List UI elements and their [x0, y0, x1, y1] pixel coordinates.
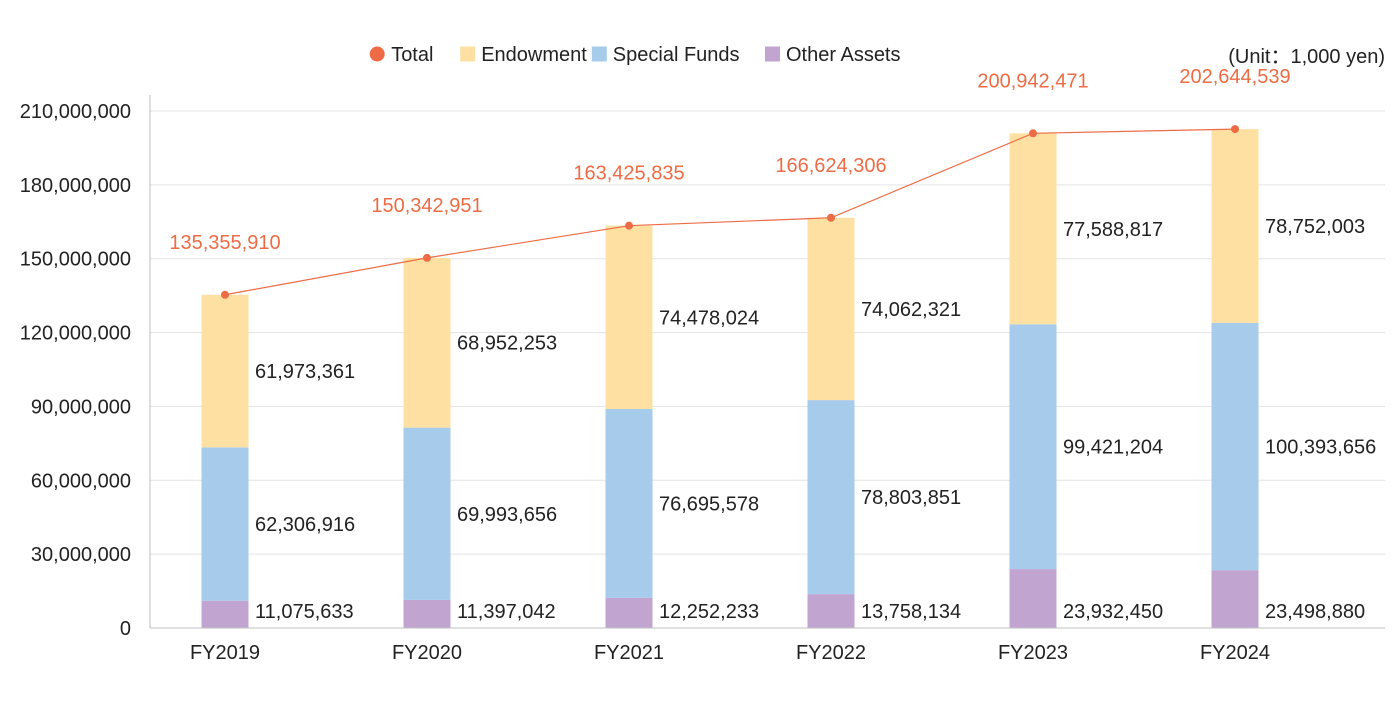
- total-point: [1231, 125, 1239, 134]
- data-labels: 11,075,633 62,306,916 61,973,361 11,397,042…: [169, 66, 1376, 623]
- bar-endowment: [807, 217, 855, 401]
- data-label-special-funds: 76,695,578: [659, 493, 759, 515]
- bars: [201, 129, 1259, 628]
- total-point: [423, 253, 431, 262]
- legend-label-total: Total: [391, 44, 433, 66]
- y-tick-label: 120,000,000: [20, 323, 131, 345]
- bar-other-assets: [403, 599, 451, 628]
- total-point: [827, 213, 835, 222]
- total-label: 200,942,471: [977, 70, 1088, 92]
- legend-marker-endowment: [460, 46, 476, 62]
- y-tick-label: 30,000,000: [31, 544, 131, 566]
- data-label-special-funds: 69,993,656: [457, 504, 557, 526]
- y-tick-label: 90,000,000: [31, 396, 131, 418]
- data-label-other-assets: 11,075,633: [255, 601, 354, 623]
- data-label-other-assets: 23,498,880: [1265, 601, 1365, 623]
- legend-label-endowment: Endowment: [481, 44, 587, 66]
- bar-special-funds: [1009, 324, 1057, 570]
- data-label-other-assets: 12,252,233: [659, 601, 759, 623]
- bar-other-assets: [1211, 570, 1259, 628]
- x-tick-label: FY2022: [796, 642, 866, 664]
- y-tick-label: 210,000,000: [20, 101, 131, 123]
- bar-endowment: [1211, 129, 1259, 323]
- total-line: [221, 125, 1239, 299]
- bar-endowment: [1009, 133, 1057, 325]
- legend-marker-total: [369, 46, 385, 62]
- data-label-other-assets: 11,397,042: [457, 601, 556, 623]
- x-tick-label: FY2019: [190, 642, 260, 664]
- x-tick-label: FY2020: [392, 642, 462, 664]
- data-label-endowment: 77,588,817: [1063, 219, 1163, 241]
- legend-marker-special-funds: [591, 46, 607, 62]
- data-label-special-funds: 78,803,851: [861, 487, 961, 509]
- data-label-special-funds: 99,421,204: [1063, 437, 1163, 459]
- bar-special-funds: [1211, 322, 1259, 571]
- total-label: 202,644,539: [1179, 66, 1290, 88]
- legend: Total Endowment Special Funds Other Assets: [369, 44, 901, 66]
- gridlines: [150, 110, 1385, 555]
- total-point: [625, 221, 633, 230]
- data-label-special-funds: 100,393,656: [1265, 437, 1376, 459]
- data-label-endowment: 74,062,321: [861, 299, 961, 321]
- bar-endowment: [201, 294, 249, 448]
- total-label: 150,342,951: [371, 195, 482, 217]
- bar-special-funds: [403, 427, 451, 600]
- bar-other-assets: [807, 594, 855, 628]
- x-tick-label: FY2023: [998, 642, 1068, 664]
- data-label-endowment: 78,752,003: [1265, 216, 1365, 238]
- bar-other-assets: [605, 597, 653, 628]
- total-label: 166,624,306: [775, 155, 886, 177]
- y-tick-label: 0: [120, 618, 131, 640]
- y-tick-label: 60,000,000: [31, 470, 131, 492]
- data-label-endowment: 68,952,253: [457, 333, 557, 355]
- data-label-other-assets: 23,932,450: [1063, 601, 1163, 623]
- unit-note: (Unit：1,000 yen): [1228, 46, 1385, 68]
- y-tick-label: 150,000,000: [20, 249, 131, 271]
- data-label-endowment: 61,973,361: [255, 361, 355, 383]
- total-polyline: [224, 128, 1236, 296]
- bar-endowment: [403, 257, 451, 428]
- bar-special-funds: [807, 400, 855, 595]
- total-point: [1029, 129, 1037, 138]
- data-label-special-funds: 62,306,916: [255, 514, 355, 536]
- axes: 0 30,000,000 60,000,000 90,000,000 120,000,0…: [20, 95, 1385, 664]
- total-label: 163,425,835: [573, 163, 684, 185]
- x-tick-label: FY2021: [594, 642, 664, 664]
- legend-label-other-assets: Other Assets: [786, 44, 901, 66]
- legend-label-special-funds: Special Funds: [613, 44, 740, 66]
- bar-other-assets: [201, 600, 249, 628]
- bar-endowment: [605, 225, 653, 410]
- data-label-endowment: 74,478,024: [659, 307, 759, 329]
- bar-other-assets: [1009, 569, 1057, 628]
- total-point: [221, 290, 229, 299]
- data-label-other-assets: 13,758,134: [861, 601, 961, 623]
- legend-marker-other-assets: [765, 46, 780, 62]
- x-tick-label: FY2024: [1200, 642, 1270, 664]
- bar-special-funds: [201, 447, 249, 601]
- y-tick-label: 180,000,000: [20, 175, 131, 197]
- total-label: 135,355,910: [169, 232, 280, 254]
- bar-special-funds: [605, 409, 653, 598]
